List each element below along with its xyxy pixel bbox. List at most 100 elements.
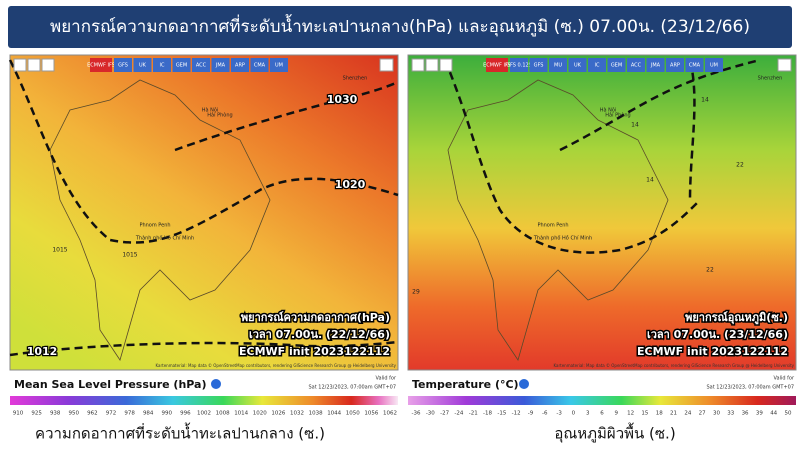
- model-button[interactable]: [568, 58, 587, 72]
- scale-tick-label: 1032: [290, 411, 304, 417]
- model-button[interactable]: [270, 58, 288, 72]
- map-control[interactable]: [439, 58, 453, 72]
- title-bar: [8, 6, 792, 48]
- isotherm: [559, 58, 761, 152]
- scale-tick-label: 12: [627, 411, 634, 417]
- model-button[interactable]: [510, 58, 528, 72]
- share-button[interactable]: [777, 58, 792, 72]
- model-button-label: GFS: [118, 63, 128, 69]
- model-button-label: GEM: [611, 63, 622, 69]
- attribution: Kartenmaterial: Map data © OpenStreetMap…: [553, 363, 794, 368]
- scale-tick-label: 0: [572, 411, 576, 417]
- model-button[interactable]: [627, 58, 645, 72]
- map-control[interactable]: [27, 58, 41, 72]
- model-button-label: CMA: [254, 63, 266, 69]
- info-icon[interactable]: [519, 379, 529, 389]
- scale-tick-label: -30: [426, 411, 435, 417]
- model-button[interactable]: [529, 58, 548, 72]
- attribution: Kartenmaterial: Map data © OpenStreetMap…: [155, 363, 396, 368]
- map-control[interactable]: [41, 58, 55, 72]
- contour-label: 29: [412, 289, 420, 296]
- model-button-label: UK: [574, 63, 582, 69]
- model-button-label: UM: [275, 63, 283, 69]
- scale-tick-label: 24: [684, 411, 691, 417]
- model-button-label: ARP: [670, 63, 680, 69]
- scale-tick-label: 1056: [364, 411, 378, 417]
- contour-label: 1020: [335, 178, 366, 191]
- scale-tick-label: -12: [512, 411, 521, 417]
- model-button[interactable]: [114, 58, 132, 72]
- contour-label: 14: [646, 177, 654, 184]
- model-button[interactable]: [133, 58, 152, 72]
- valid-label: Valid for: [773, 376, 794, 382]
- model-button[interactable]: [192, 58, 210, 72]
- caption: อุณหภูมิผิวพื้น (ซ.): [554, 423, 675, 444]
- scale-tick-label: 972: [106, 411, 117, 417]
- isobar: [174, 80, 399, 152]
- model-button[interactable]: [685, 58, 704, 72]
- scale-tick-label: 36: [742, 411, 749, 417]
- model-button-label: UM: [710, 63, 718, 69]
- scale-tick-label: 978: [124, 411, 135, 417]
- scale-tick-label: -24: [454, 411, 463, 417]
- isobar: [8, 59, 399, 244]
- scale-tick-label: 1026: [271, 411, 285, 417]
- scale-tick-label: -27: [440, 411, 449, 417]
- map-control[interactable]: [425, 58, 439, 72]
- contour-label: 22: [706, 267, 714, 274]
- scale-tick-label: 938: [50, 411, 61, 417]
- model-button[interactable]: [705, 58, 723, 72]
- model-button[interactable]: [90, 58, 112, 72]
- scale-tick-label: -36: [412, 411, 421, 417]
- model-button-label: IC: [595, 63, 600, 69]
- model-button[interactable]: [486, 58, 508, 72]
- place-label: Hà Nội: [600, 107, 617, 114]
- scale-tick-label: 27: [699, 411, 706, 417]
- scale-tick-label: 1062: [383, 411, 397, 417]
- color-scale: [10, 396, 398, 405]
- share-button[interactable]: [379, 58, 394, 72]
- contour-label: 14: [631, 122, 639, 129]
- model-button[interactable]: [588, 58, 606, 72]
- overlay-text: พยากรณ์อุณหภูมิ(ซ.): [685, 311, 788, 325]
- isotherm: [688, 59, 696, 201]
- model-button[interactable]: [211, 58, 230, 72]
- scale-tick-label: 910: [13, 411, 24, 417]
- pressure-map: [9, 54, 399, 371]
- scale-tick-label: 15: [641, 411, 648, 417]
- place-label: Hải Phòng: [605, 112, 630, 119]
- scale-tick-label: 18: [656, 411, 663, 417]
- scale-tick-label: 33: [727, 411, 734, 417]
- model-button-label: GFS: [534, 63, 544, 69]
- scale-tick-label: 6: [600, 411, 604, 417]
- place-label: Hà Nội: [202, 107, 219, 114]
- scale-tick-label: 44: [770, 411, 777, 417]
- place-label: Shenzhen: [343, 76, 368, 82]
- scale-tick-label: 925: [31, 411, 42, 417]
- place-label: Thành phố Hồ Chí Minh: [135, 234, 194, 242]
- model-button[interactable]: [646, 58, 665, 72]
- scale-tick-label: -9: [528, 411, 534, 417]
- model-button[interactable]: [607, 58, 626, 72]
- model-button[interactable]: [250, 58, 269, 72]
- info-icon[interactable]: [211, 379, 221, 389]
- model-button[interactable]: [172, 58, 191, 72]
- model-button[interactable]: [549, 58, 567, 72]
- model-button[interactable]: [153, 58, 171, 72]
- scale-tick-label: 1050: [346, 411, 360, 417]
- model-button[interactable]: [231, 58, 249, 72]
- model-button-label: GEM: [176, 63, 187, 69]
- temperature-map: [407, 54, 797, 371]
- isobar: [9, 340, 399, 357]
- place-label: Phnom Penh: [537, 223, 568, 229]
- caption: ความกดอากาศที่ระดับน้ำทะเลปานกลาง (ซ.): [35, 423, 325, 443]
- map-control[interactable]: [411, 58, 425, 72]
- map-control[interactable]: [13, 58, 27, 72]
- contour-label: 1012: [27, 345, 58, 358]
- legend-title: Temperature (°C): [412, 378, 519, 391]
- model-button-label: IC: [160, 63, 165, 69]
- model-button[interactable]: [666, 58, 684, 72]
- scale-tick-label: 996: [180, 411, 191, 417]
